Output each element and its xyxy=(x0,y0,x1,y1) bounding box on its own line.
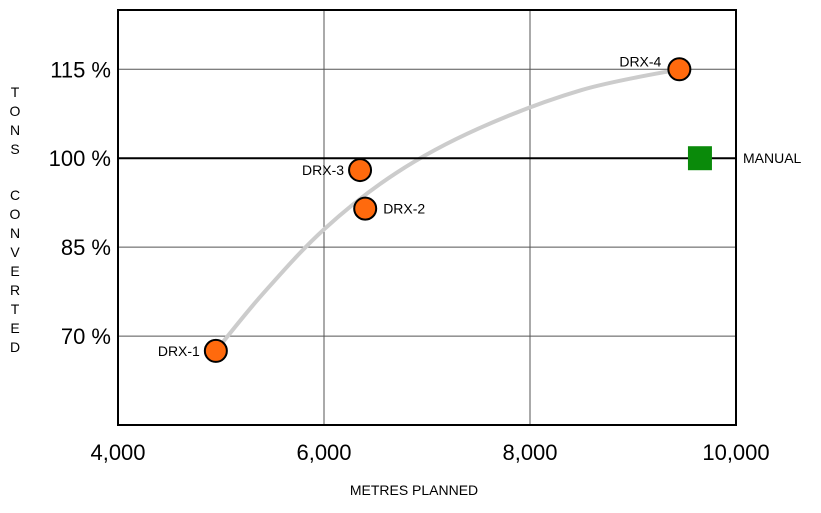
y-axis-title-letter: V xyxy=(10,244,20,260)
y-axis-title-letter: E xyxy=(10,320,19,336)
plot-frame xyxy=(117,9,737,426)
y-tick-label: 100 % xyxy=(49,146,111,171)
point-marker-drx-1 xyxy=(203,338,228,363)
y-axis-title-letter: S xyxy=(10,141,19,157)
y-axis-title-letter: T xyxy=(11,84,20,100)
point-label-drx-2: DRX-2 xyxy=(383,201,425,217)
y-axis-title-letter: O xyxy=(10,206,21,222)
y-tick-label: 115 % xyxy=(50,57,111,82)
point-marker-drx-3 xyxy=(348,158,373,183)
y-axis-title-letter: T xyxy=(11,301,20,317)
point-marker-drx-4 xyxy=(667,57,692,82)
x-tick-labels: 4,000 6,000 8,000 10,000 xyxy=(90,440,769,465)
y-axis-title-letter: C xyxy=(10,187,20,203)
y-axis-title-letter: E xyxy=(10,263,19,279)
y-axis-title-letter: N xyxy=(10,225,20,241)
reference-label-manual: MANUAL xyxy=(743,150,802,166)
x-tick-label: 10,000 xyxy=(702,440,769,465)
reference-marker-manual xyxy=(687,146,712,171)
x-axis-title: METRES PLANNED xyxy=(350,482,478,498)
x-tick-label: 6,000 xyxy=(296,440,351,465)
point-label-drx-3: DRX-3 xyxy=(302,162,344,178)
trend-curve xyxy=(213,67,682,353)
point-marker-drx-2 xyxy=(353,196,378,221)
data-points: DRX-1 DRX-2 DRX-3 DRX-4 xyxy=(158,53,692,363)
x-tick-label: 4,000 xyxy=(90,440,145,465)
y-axis-title-letter: D xyxy=(10,339,20,355)
point-label-drx-4: DRX-4 xyxy=(619,53,661,69)
y-tick-label: 85 % xyxy=(61,235,111,260)
y-axis-title-letter: O xyxy=(10,103,21,119)
y-axis-title-letter: R xyxy=(10,282,20,298)
y-tick-label: 70 % xyxy=(61,324,111,349)
x-tick-label: 8,000 xyxy=(502,440,557,465)
y-tick-labels: 70 % 85 % 100 % 115 % xyxy=(49,57,111,349)
point-label-drx-1: DRX-1 xyxy=(158,343,200,359)
y-axis-title-letter: N xyxy=(10,122,20,138)
